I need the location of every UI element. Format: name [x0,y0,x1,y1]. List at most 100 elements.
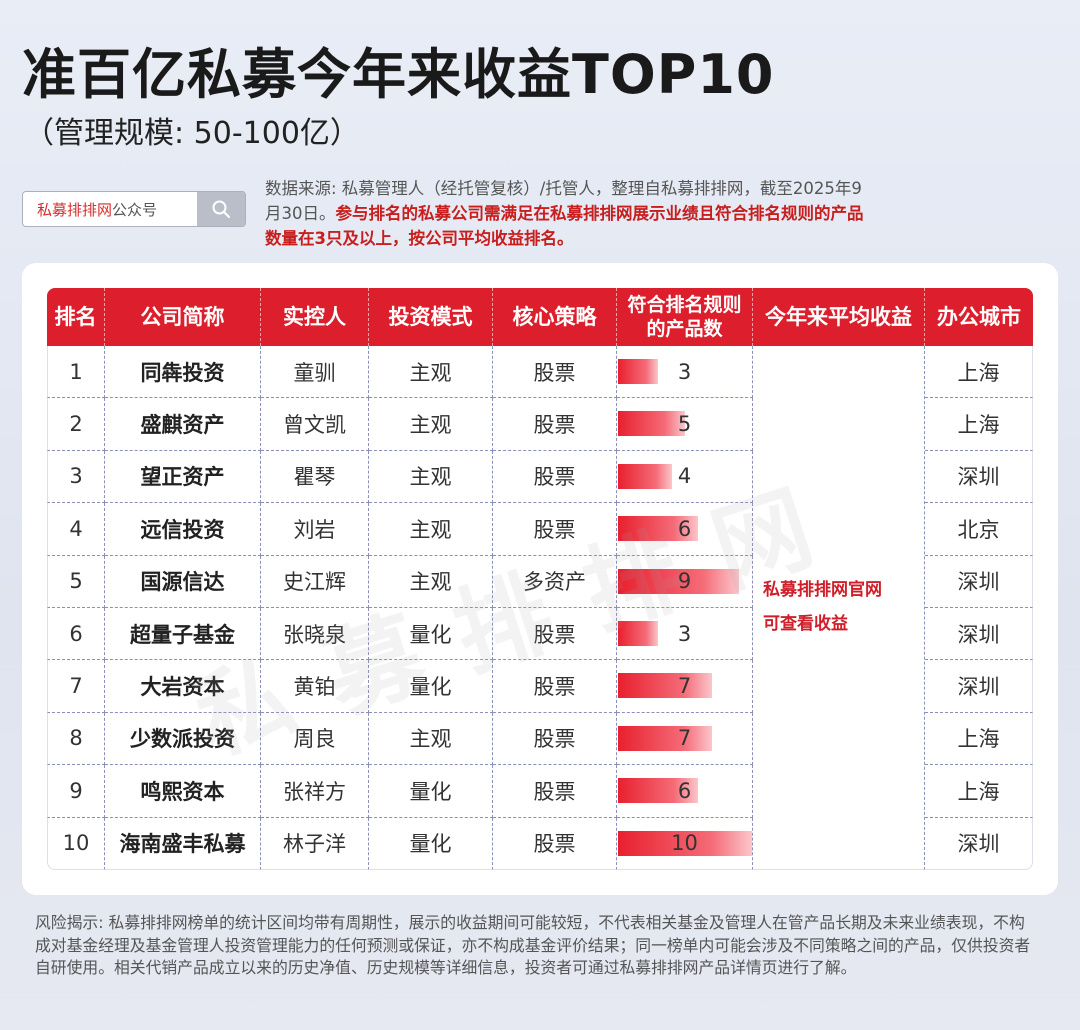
mode-cell: 主观 [369,555,493,608]
column-header: 核心策略 [493,288,617,346]
product-count-bar [618,830,752,856]
city-cell: 深圳 [925,555,1033,608]
table-row: 1 同犇投资 童驯 主观 股票 3 私募排排网官网 可查看收益 上海 [47,346,1033,870]
column-header: 投资模式 [369,288,493,346]
table-row: 8 少数派投资 周良 主观 股票 7 上海 [47,712,1033,766]
product-count-value: 9 [677,569,692,594]
product-count-value: 7 [677,726,692,751]
table-body: 1 同犇投资 童驯 主观 股票 3 私募排排网官网 可查看收益 上海 2 盛麒资产 曾文凯 主观 股票 5 上… [47,346,1033,870]
column-header: 符合排名规则的产品数 [617,288,753,346]
controller-cell: 童驯 [261,346,369,399]
controller-cell: 周良 [261,712,369,766]
strategy-cell: 股票 [493,660,617,713]
product-count-bar [618,568,739,594]
product-count-value: 4 [677,464,692,489]
data-source-note: 数据来源: 私募管理人（经托管复核）/托管人，整理自私募排排网，截至2025年9… [265,176,877,251]
search-brand: 私募排排网 [37,200,113,219]
strategy-cell: 股票 [493,503,617,556]
mode-cell: 量化 [369,607,493,661]
table-row: 5 国源信达 史江辉 主观 多资产 9 深圳 [47,555,1033,608]
rank-cell: 2 [47,398,105,451]
company-cell: 同犇投资 [105,346,261,399]
city-cell: 深圳 [925,660,1033,713]
table-row: 2 盛麒资产 曾文凯 主观 股票 5 上海 [47,398,1033,451]
company-cell: 超量子基金 [105,607,261,661]
search-button[interactable] [197,192,245,226]
page-subtitle: （管理规模: 50-100亿） [24,116,360,151]
product-count-value: 6 [677,516,692,541]
controller-cell: 瞿琴 [261,450,369,504]
mode-cell: 量化 [369,765,493,818]
product-count-cell: 10 [617,817,753,870]
ranking-table: 排名 公司简称 实控人 投资模式 核心策略 符合排名规则的产品数 今年来平均收益 办公城市 1… [47,288,1033,870]
note-emphasis: 参与排名的私募公司需满足在私募排排网展示业绩且符合排名规则的产品数量在3只及以上… [265,204,864,248]
product-count-cell: 7 [617,660,753,713]
city-cell: 上海 [925,712,1033,766]
strategy-cell: 股票 [493,817,617,870]
table-row: 10 海南盛丰私募 林子洋 量化 股票 10 深圳 [47,817,1033,870]
mode-cell: 主观 [369,450,493,504]
table-row: 7 大岩资本 黄铂 量化 股票 7 深圳 [47,660,1033,713]
mode-cell: 量化 [369,817,493,870]
rank-cell: 3 [47,450,105,504]
controller-cell: 史江辉 [261,555,369,608]
rank-cell: 6 [47,607,105,661]
product-count-bar [618,359,659,384]
company-cell: 少数派投资 [105,712,261,766]
product-count-value: 3 [677,359,692,384]
strategy-cell: 股票 [493,712,617,766]
mode-cell: 量化 [369,660,493,713]
city-cell: 上海 [925,765,1033,818]
product-count-bar [618,463,672,489]
product-count-bar [618,778,699,804]
merged-note-line: 可查看收益 [763,614,848,635]
column-header: 公司简称 [105,288,261,346]
product-count-cell: 7 [617,712,753,766]
table-row: 3 望正资产 瞿琴 主观 股票 4 深圳 [47,450,1033,504]
product-count-cell: 6 [617,503,753,556]
strategy-cell: 多资产 [493,555,617,608]
mode-cell: 主观 [369,346,493,399]
search-box[interactable]: 私募排排网 公众号 [22,191,246,227]
product-count-value: 5 [677,412,692,437]
product-count-value: 7 [677,674,692,699]
product-count-value: 6 [677,778,692,803]
table-card [22,263,1058,895]
rank-cell: 7 [47,660,105,713]
note-normal: 数据来源: 私募管理人（经托管复核）/托管人，整理自私募排排网，截至2025年9… [265,179,862,223]
search-input[interactable]: 私募排排网 公众号 [23,192,197,226]
strategy-cell: 股票 [493,450,617,504]
city-cell: 深圳 [925,607,1033,661]
merged-note-line: 私募排排网官网 [763,580,882,601]
mode-cell: 主观 [369,503,493,556]
product-count-cell: 3 [617,346,753,399]
company-cell: 大岩资本 [105,660,261,713]
rank-cell: 4 [47,503,105,556]
page-title: 准百亿私募今年来收益TOP10 [22,43,775,106]
column-header: 实控人 [261,288,369,346]
company-cell: 海南盛丰私募 [105,817,261,870]
strategy-cell: 股票 [493,346,617,399]
mode-cell: 主观 [369,398,493,451]
company-cell: 国源信达 [105,555,261,608]
company-cell: 鸣熙资本 [105,765,261,818]
column-header: 排名 [47,288,105,346]
controller-cell: 张晓泉 [261,607,369,661]
product-count-value: 10 [671,831,698,856]
mode-cell: 主观 [369,712,493,766]
risk-disclosure: 风险揭示: 私募排排网榜单的统计区间均带有周期性，展示的收益期间可能较短，不代表… [35,913,1031,977]
product-count-bar [618,516,699,542]
company-cell: 望正资产 [105,450,261,504]
column-header: 今年来平均收益 [753,288,925,346]
strategy-cell: 股票 [493,398,617,451]
search-suffix: 公众号 [112,200,158,219]
city-cell: 上海 [925,346,1033,399]
product-count-cell: 3 [617,607,753,661]
product-count-bar [618,673,712,699]
city-cell: 上海 [925,398,1033,451]
rank-cell: 8 [47,712,105,766]
search-icon [212,200,231,219]
product-count-cell: 4 [617,450,753,504]
strategy-cell: 股票 [493,765,617,818]
table-row: 9 鸣熙资本 张祥方 量化 股票 6 上海 [47,765,1033,818]
